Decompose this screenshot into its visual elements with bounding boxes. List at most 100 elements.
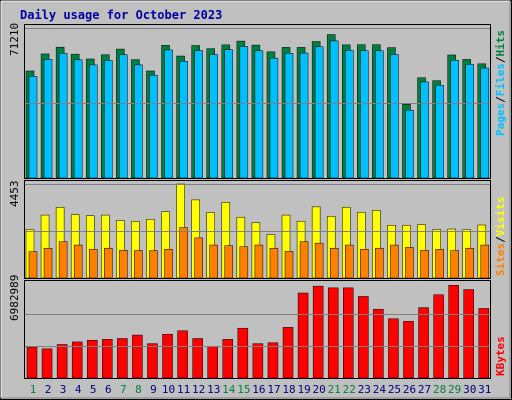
sites-bar-day-14 (224, 245, 234, 279)
day-label-5: 5 (90, 383, 97, 396)
files-bar-day-30 (465, 64, 474, 179)
kbytes-bar-day-9 (147, 343, 158, 379)
day-label-19: 19 (297, 383, 310, 396)
files-bar-day-6 (104, 60, 113, 179)
kbytes-bar-day-21 (327, 287, 339, 379)
day-label-8: 8 (135, 383, 142, 396)
kbytes-bar-day-20 (312, 285, 324, 379)
gridlines-layer (25, 28, 490, 347)
kbytes-bar-day-6 (102, 339, 113, 379)
kbytes-bar-day-1 (26, 346, 38, 379)
sites-bar-day-24 (375, 247, 384, 279)
sites-bar-day-16 (254, 244, 264, 279)
files-bar-day-16 (254, 50, 264, 179)
files-bar-day-23 (360, 50, 369, 179)
sites-bar-day-29 (450, 250, 459, 279)
day-label-7: 7 (120, 383, 127, 396)
sites-bar-day-20 (314, 242, 324, 279)
day-label-4: 4 (75, 383, 82, 396)
kbytes-bar-day-15 (237, 327, 249, 379)
files-bar-day-9 (149, 74, 158, 179)
files-bar-day-13 (209, 54, 218, 179)
sites-bar-day-11 (179, 227, 188, 279)
legend-pages: Pages (494, 103, 507, 136)
visits-ymax-label: 4453 (8, 181, 21, 208)
legend-visits: Visits (494, 197, 507, 237)
day-label-18: 18 (282, 383, 295, 396)
kbytes-bar-day-19 (297, 292, 309, 379)
day-label-12: 12 (192, 383, 205, 396)
files-bar-day-8 (134, 64, 143, 179)
legend-text: Sites/Visits (494, 197, 507, 277)
sites-bar-day-13 (209, 244, 218, 279)
legend-sites: Sites (494, 243, 507, 276)
kbytes-bar-day-28 (433, 294, 444, 379)
sites-bar-day-30 (465, 247, 474, 279)
kbytes-bar-day-10 (162, 333, 173, 379)
files-bar-day-28 (435, 85, 444, 179)
kbytes-bar-day-5 (86, 339, 98, 379)
files-bar-day-15 (239, 46, 249, 179)
sites-bar-day-7 (119, 250, 128, 279)
kbytes-panel-legend: KBytes (494, 336, 507, 376)
kbytes-bar-day-26 (403, 321, 414, 379)
kbytes-bar-day-17 (267, 342, 279, 379)
files-bar-day-19 (299, 52, 309, 179)
sites-bar-day-8 (134, 250, 143, 279)
legend-separator: / (494, 236, 507, 243)
sites-bar-day-4 (73, 244, 83, 279)
sites-bar-day-2 (43, 247, 53, 279)
day-label-23: 23 (358, 383, 371, 396)
sites-bar-day-19 (299, 241, 309, 279)
kbytes-bar-day-24 (373, 309, 384, 379)
files-bar-day-12 (194, 50, 203, 179)
kbytes-ymax-label: 6982989 (8, 275, 21, 321)
day-label-17: 17 (267, 383, 280, 396)
files-bar-day-31 (480, 67, 490, 179)
day-label-6: 6 (105, 383, 112, 396)
files-bar-day-24 (375, 50, 384, 179)
kbytes-bar-day-12 (192, 338, 203, 379)
day-label-14: 14 (222, 383, 236, 396)
day-label-16: 16 (252, 383, 265, 396)
files-bar-day-17 (269, 57, 279, 179)
files-bar-day-26 (405, 109, 414, 179)
day-label-31: 31 (478, 383, 491, 396)
files-bar-day-4 (73, 59, 83, 179)
sites-bar-day-18 (284, 251, 294, 279)
hits-panel-legend: Pages/Files/Hits (494, 30, 507, 136)
sites-bar-day-27 (420, 250, 429, 279)
kbytes-bar-day-22 (343, 287, 354, 379)
day-label-13: 13 (207, 383, 220, 396)
x-axis-labels: 1 2 3 4 5 6 7 8 9 10 11 12 13 14 15 16 17 18 19 20 21 22 23 24 2… (30, 383, 492, 396)
files-bar-day-29 (450, 59, 459, 179)
legend-files: Files (494, 63, 507, 96)
sites-bar-day-22 (345, 244, 354, 279)
sites-bar-day-1 (28, 251, 38, 279)
day-label-11: 11 (177, 383, 190, 396)
files-bar-day-20 (314, 46, 324, 179)
sites-bar-day-26 (405, 247, 414, 279)
sites-bar-day-12 (194, 237, 203, 279)
day-label-26: 26 (403, 383, 416, 396)
files-bar-day-21 (329, 40, 339, 179)
kbytes-bar-day-4 (71, 341, 83, 379)
sites-bar-day-21 (329, 247, 339, 279)
files-bar-day-14 (224, 49, 234, 179)
visits-panel-frame (24, 180, 491, 279)
legend-separator: / (494, 56, 507, 63)
kbytes-bar-day-7 (117, 338, 128, 379)
hits-ymax-label: 71210 (8, 23, 21, 56)
files-bar-day-3 (58, 53, 68, 179)
day-label-15: 15 (237, 383, 250, 396)
legend-kbytes: KBytes (494, 336, 507, 376)
kbytes-bar-day-2 (41, 348, 53, 379)
sites-bar-day-5 (88, 249, 98, 279)
files-bar-day-11 (179, 61, 188, 179)
kbytes-bar-day-18 (282, 327, 294, 379)
kbytes-bar-day-8 (132, 334, 143, 379)
files-bar-day-7 (119, 54, 128, 179)
files-bar-day-27 (420, 81, 429, 179)
kbytes-panel-frame (24, 280, 491, 379)
kbytes-bar-day-14 (222, 339, 234, 379)
